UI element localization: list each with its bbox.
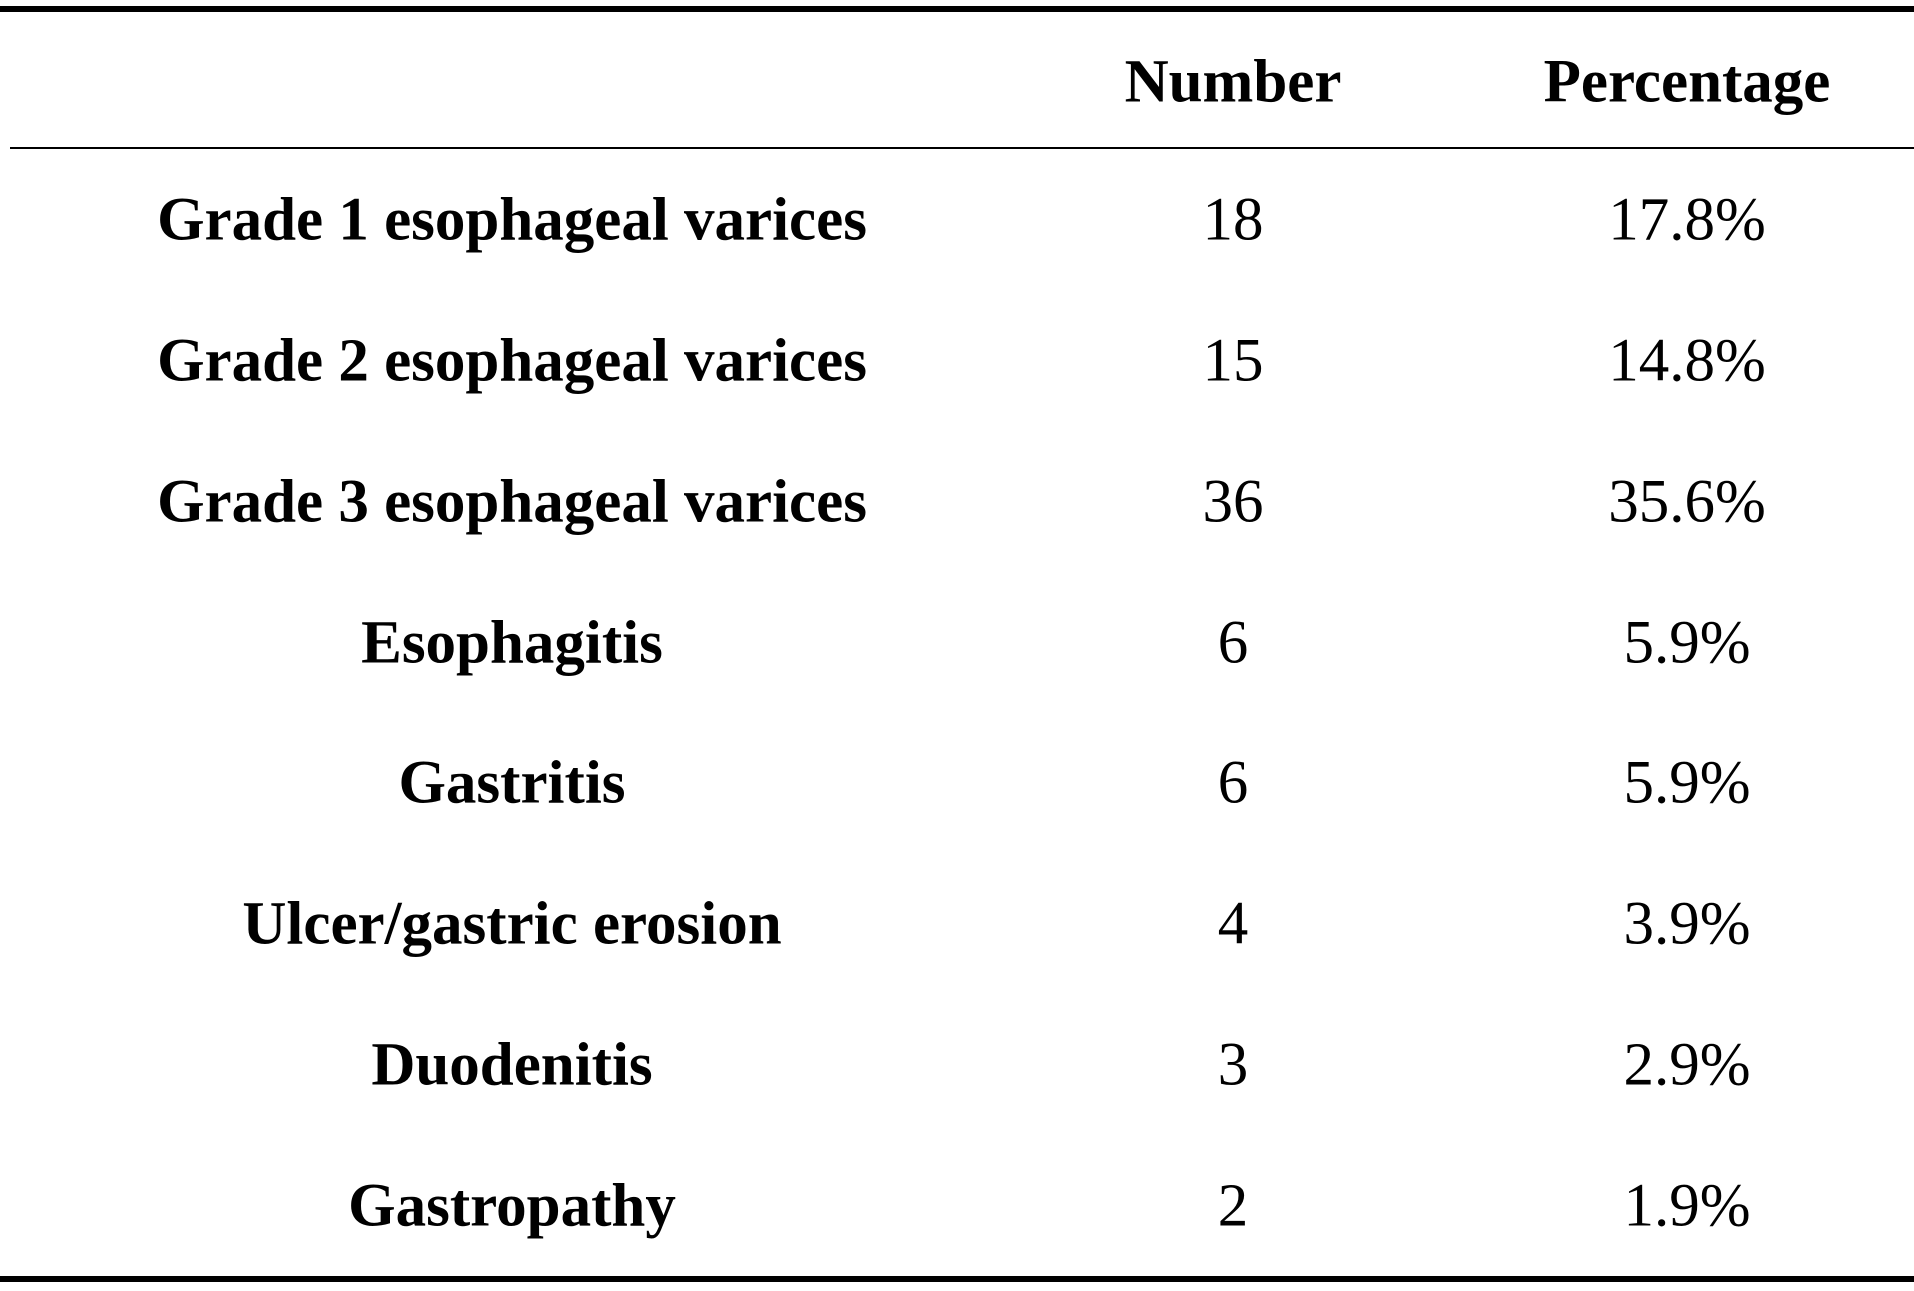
row-label: Duodenitis bbox=[371, 1031, 653, 1099]
header-number: Number bbox=[1124, 48, 1342, 116]
row-percentage: 1.9% bbox=[1623, 1172, 1751, 1240]
row-number: 18 bbox=[1202, 186, 1264, 254]
table-top-rule bbox=[0, 6, 1914, 12]
row-label: Esophagitis bbox=[361, 609, 663, 677]
row-label: Grade 2 esophageal varices bbox=[157, 327, 867, 395]
row-number: 2 bbox=[1217, 1172, 1249, 1240]
table-bottom-rule bbox=[0, 1276, 1914, 1282]
row-percentage: 35.6% bbox=[1608, 468, 1766, 536]
row-percentage: 5.9% bbox=[1623, 609, 1751, 677]
row-percentage: 3.9% bbox=[1623, 890, 1751, 958]
row-percentage: 14.8% bbox=[1608, 327, 1766, 395]
row-label: Grade 1 esophageal varices bbox=[157, 186, 867, 254]
row-number: 4 bbox=[1217, 890, 1249, 958]
row-percentage: 17.8% bbox=[1608, 186, 1766, 254]
row-number: 6 bbox=[1217, 749, 1249, 817]
header-bottom-rule bbox=[10, 147, 1914, 149]
row-number: 15 bbox=[1202, 327, 1264, 395]
row-number: 36 bbox=[1202, 468, 1264, 536]
row-percentage: 2.9% bbox=[1623, 1031, 1751, 1099]
row-label: Ulcer/gastric erosion bbox=[242, 890, 782, 958]
header-percentage: Percentage bbox=[1543, 48, 1831, 116]
row-label: Gastropathy bbox=[348, 1172, 676, 1240]
row-label: Gastritis bbox=[398, 749, 626, 817]
row-label: Grade 3 esophageal varices bbox=[157, 468, 867, 536]
row-number: 6 bbox=[1217, 609, 1249, 677]
row-percentage: 5.9% bbox=[1623, 749, 1751, 817]
row-number: 3 bbox=[1217, 1031, 1249, 1099]
